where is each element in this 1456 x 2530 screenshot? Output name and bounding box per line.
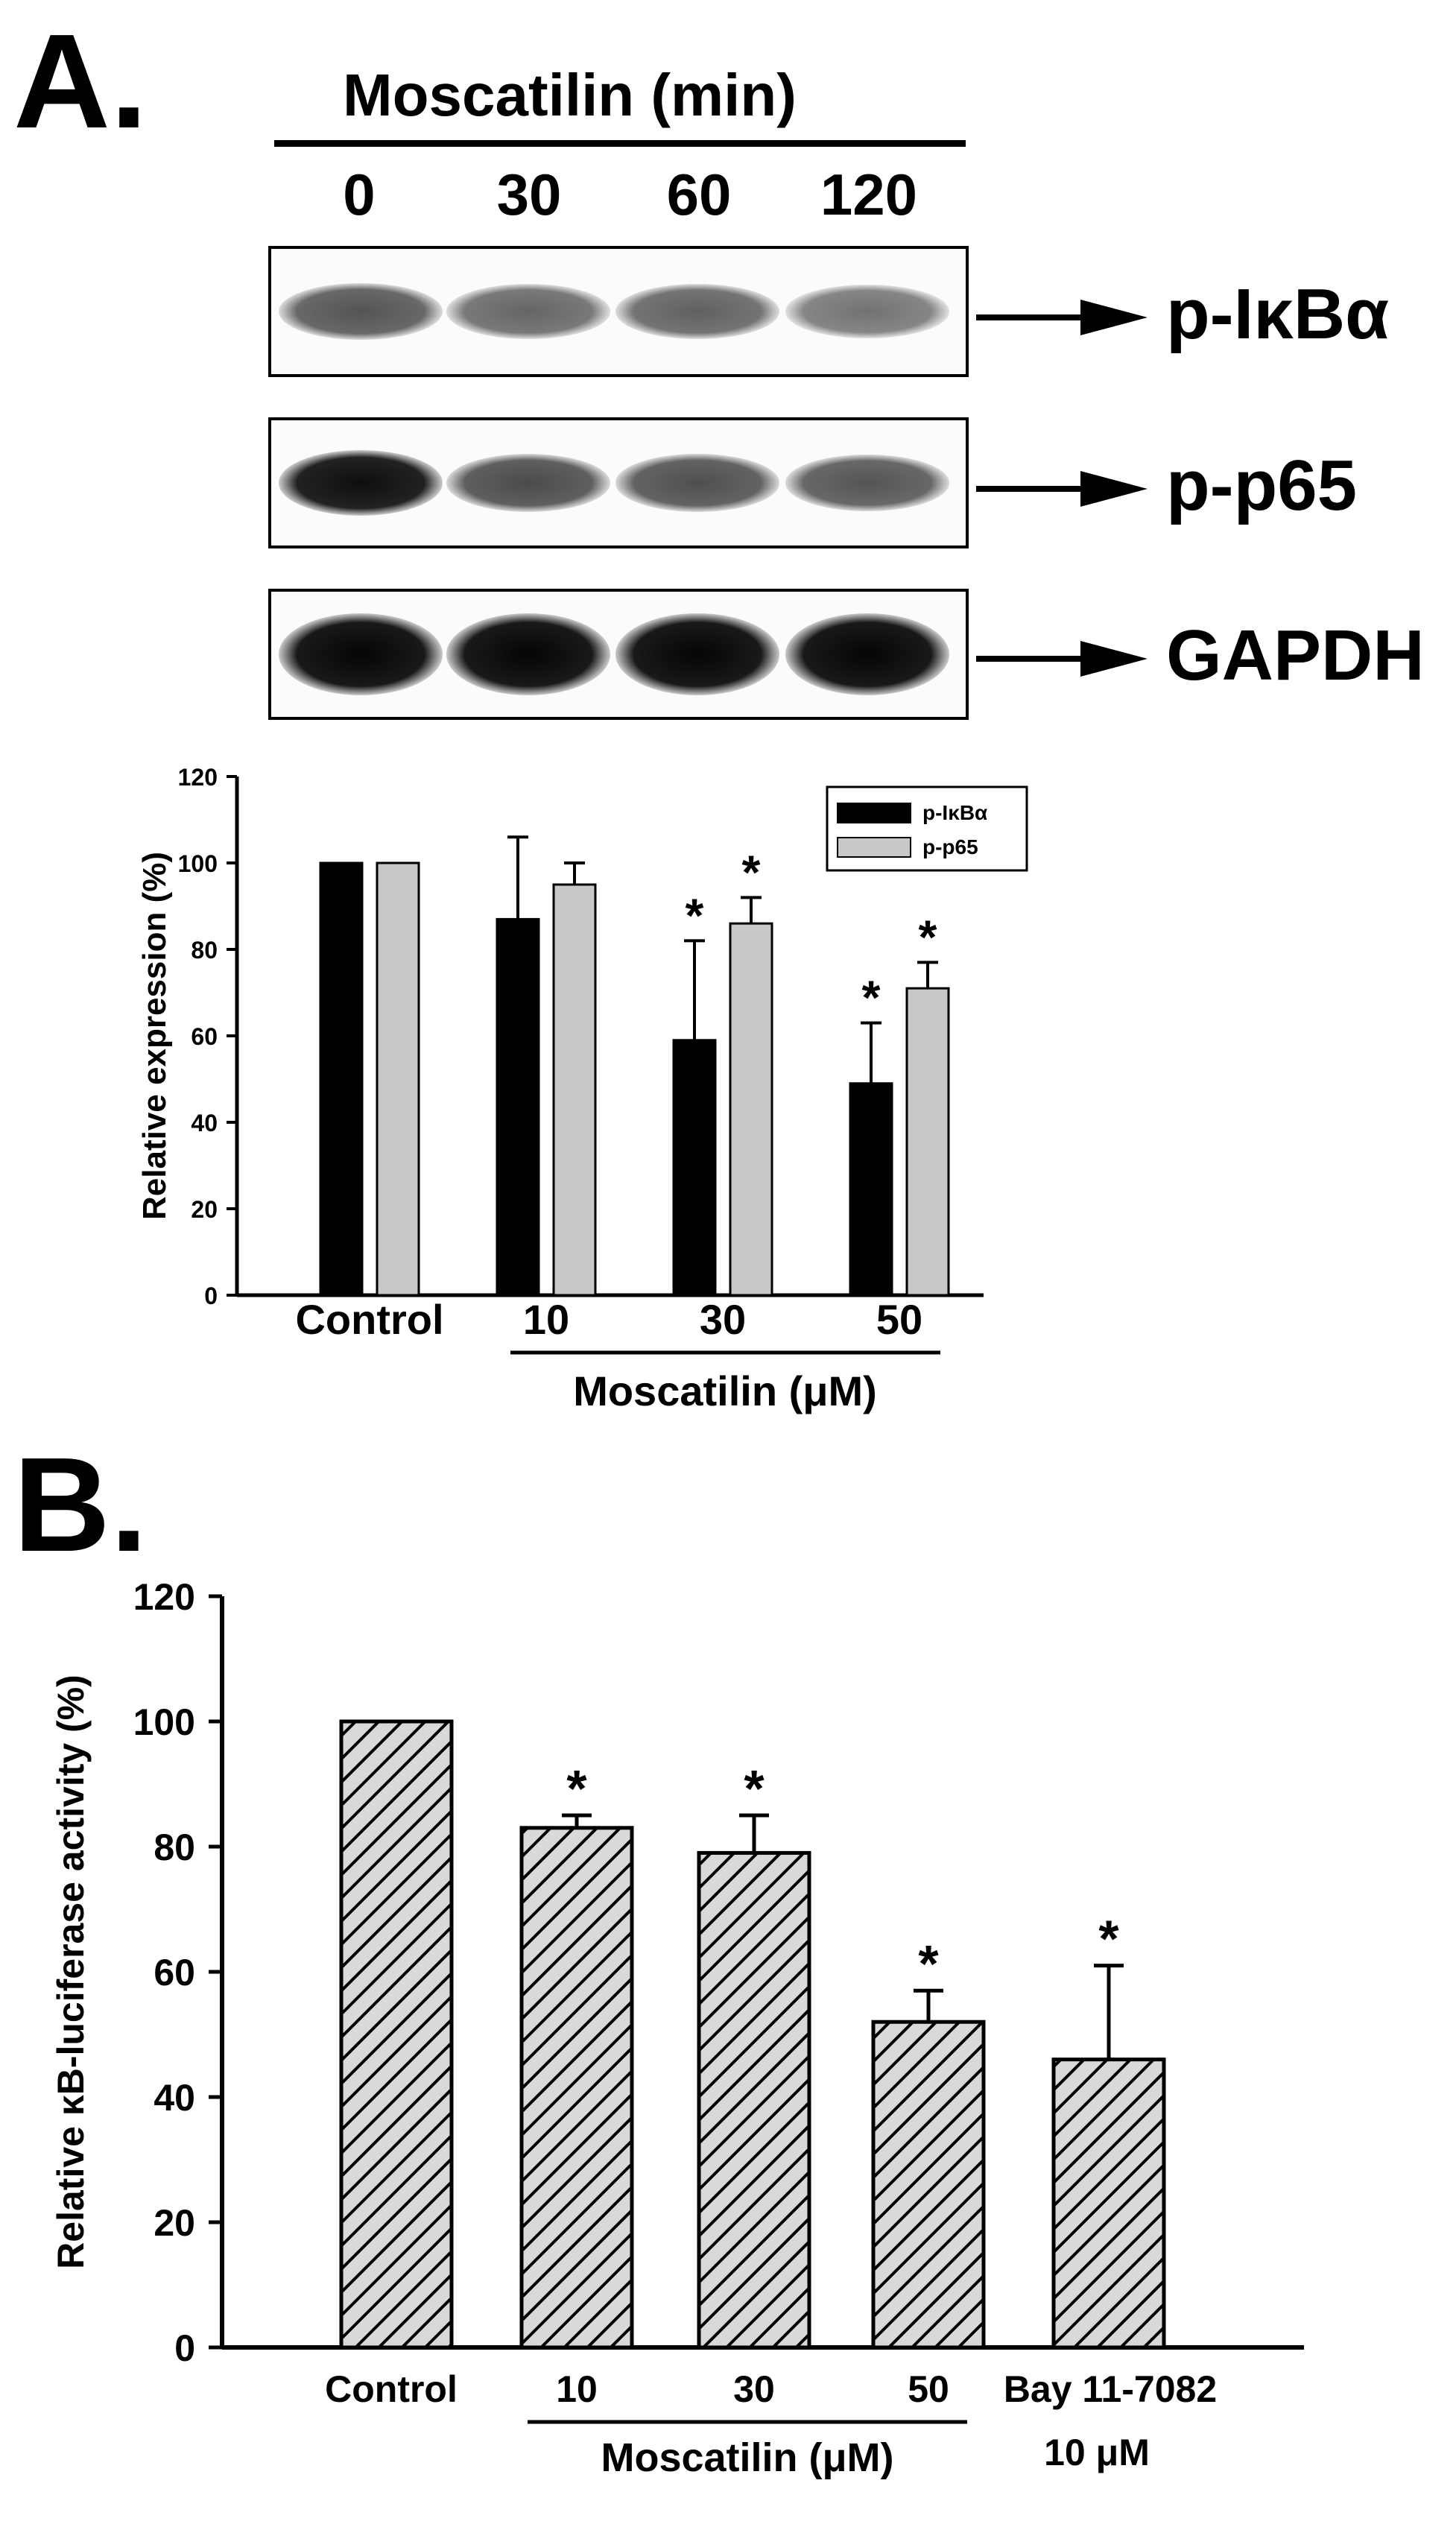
arrow-icon	[976, 656, 1088, 662]
x-tick-label: 30	[700, 1296, 746, 1343]
blot-header-line	[274, 140, 966, 147]
arrow-icon	[976, 486, 1088, 492]
blot-header: Moscatilin (min)	[343, 62, 797, 128]
bar	[376, 861, 420, 1297]
significance-mark: *	[918, 1935, 939, 1993]
blot-band	[446, 284, 610, 339]
legend-swatch	[837, 837, 911, 858]
bar	[1051, 2058, 1166, 2350]
blot-label: GAPDH	[1166, 616, 1425, 695]
significance-mark: *	[919, 910, 937, 964]
legend-label: p-p65	[922, 835, 978, 858]
arrow-head-icon	[1080, 300, 1148, 335]
x-tick-label: 10	[556, 2368, 598, 2410]
y-tick-label: 100	[133, 1701, 195, 1743]
significance-mark: *	[566, 1759, 587, 1818]
blot-band	[785, 285, 949, 338]
y-tick-label: 60	[191, 1023, 218, 1050]
bar	[552, 883, 597, 1297]
bar	[672, 1039, 717, 1297]
y-tick-label: 120	[133, 1576, 195, 1618]
y-axis-label: Relative expression (%)	[136, 852, 173, 1220]
blot-p-p65	[268, 417, 969, 548]
x-tick-sublabel: 10 μM	[1044, 2432, 1150, 2473]
y-tick-label: 60	[153, 1952, 195, 1993]
y-tick-label: 80	[191, 937, 218, 964]
x-tick-label: Control	[325, 2368, 458, 2410]
y-tick-label: 20	[153, 2202, 195, 2244]
blot-band	[615, 454, 779, 512]
blot-band	[279, 449, 443, 516]
bar	[729, 922, 773, 1297]
bar	[849, 1082, 893, 1297]
significance-mark: *	[862, 971, 881, 1025]
y-tick-label: 80	[153, 1827, 195, 1868]
x-tick-label: 50	[908, 2368, 949, 2410]
arrow-head-icon	[1080, 471, 1148, 507]
y-tick-label: 120	[178, 764, 218, 791]
lane-label: 0	[343, 162, 376, 227]
bar	[319, 861, 364, 1297]
legend-label: p-IκBα	[922, 801, 987, 824]
blot-label: p-p65	[1166, 446, 1358, 525]
x-tick-label: Bay 11-7082	[1004, 2368, 1217, 2410]
y-tick-label: 100	[178, 850, 218, 877]
blot-gapdh	[268, 589, 969, 720]
significance-mark: *	[686, 888, 704, 942]
y-tick-label: 40	[153, 2077, 195, 2119]
y-axis-label: Relative κB-luciferase activity (%)	[50, 1674, 92, 2269]
chart-b: 0 20 40 60 80 100 120 Relative κB-luciferase ac…	[50, 1576, 1304, 2480]
blot-band	[615, 613, 779, 695]
bar	[905, 987, 950, 1297]
blot-band	[615, 283, 779, 340]
blot-band	[279, 613, 443, 695]
x-tick-label: 30	[733, 2368, 775, 2410]
y-tick-label: 20	[191, 1196, 218, 1223]
blot-band	[785, 454, 949, 512]
y-tick-label: 0	[204, 1283, 218, 1309]
bar	[519, 1826, 634, 2350]
significance-mark: *	[742, 845, 761, 899]
blot-band	[446, 613, 610, 695]
arrow-icon	[976, 314, 1088, 320]
significance-mark: *	[744, 1759, 765, 1818]
significance-mark: *	[1098, 1910, 1119, 1968]
lane-label: 60	[666, 162, 732, 227]
group-bracket-label: Moscatilin (μM)	[573, 1367, 877, 1414]
bar	[496, 917, 540, 1297]
blot-p-ikba	[268, 246, 969, 377]
blot-band	[785, 613, 949, 695]
group-bracket-label: Moscatilin (μM)	[601, 2435, 893, 2480]
blot-label: p-IκBα	[1166, 274, 1390, 354]
legend-swatch	[837, 803, 911, 823]
bar	[871, 2020, 986, 2350]
x-tick-label: Control	[295, 1296, 443, 1343]
bar	[339, 1719, 454, 2350]
x-tick-label: 10	[523, 1296, 569, 1343]
blot-band	[446, 454, 610, 512]
x-tick-label: 50	[876, 1296, 922, 1343]
chart-a: 0 20 40 60 80 100 120 Relative expression (%) * *…	[136, 764, 1028, 1414]
lane-label: 120	[820, 162, 918, 227]
blot-band	[279, 282, 443, 341]
panel-b-label: B.	[13, 1430, 148, 1580]
panel-a-label: A.	[13, 7, 148, 156]
y-tick-label: 0	[174, 2327, 195, 2369]
y-tick-label: 40	[191, 1110, 218, 1136]
lane-label: 30	[496, 162, 562, 227]
bar	[697, 1850, 811, 2350]
arrow-head-icon	[1080, 641, 1148, 677]
